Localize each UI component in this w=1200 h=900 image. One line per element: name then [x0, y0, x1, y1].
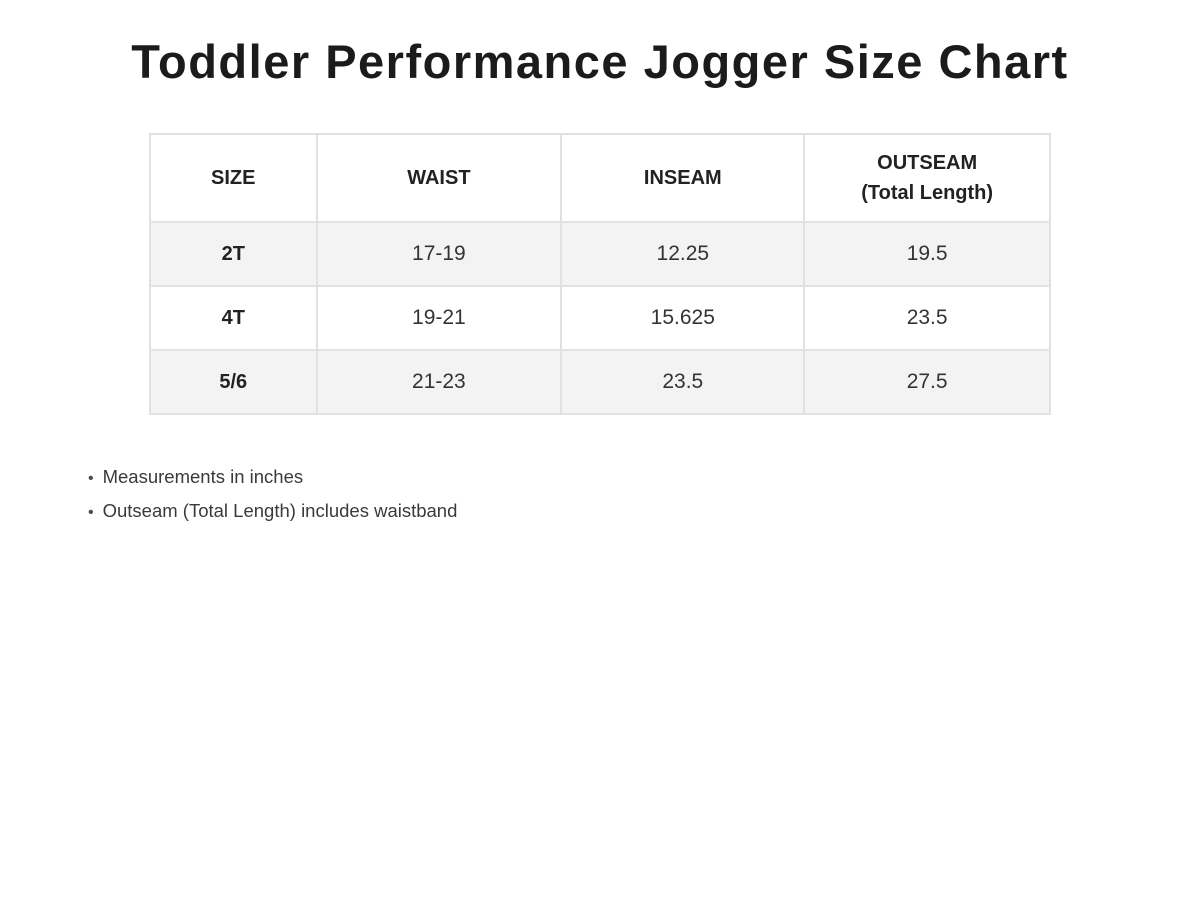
- cell-size: 4T: [149, 285, 318, 351]
- table-row-4t: 4T 19-21 15.625 23.5: [149, 285, 1051, 351]
- note-text: Outseam (Total Length) includes waistban…: [102, 500, 458, 521]
- cell-outseam: 23.5: [803, 285, 1051, 351]
- note-text: Measurements in inches: [102, 466, 304, 487]
- cell-size: 2T: [149, 221, 318, 287]
- bullet-icon: •: [88, 470, 94, 487]
- cell-inseam: 23.5: [560, 349, 806, 415]
- note-item: • Outseam (Total Length) includes waistb…: [88, 495, 1200, 529]
- column-header-outseam-label: OUTSEAM: [877, 152, 978, 174]
- page-title: Toddler Performance Jogger Size Chart: [131, 35, 1069, 88]
- size-chart-table: SIZE WAIST INSEAM OUTSEAM (Total Length)…: [149, 133, 1051, 415]
- column-header-outseam: OUTSEAM (Total Length): [803, 133, 1051, 223]
- table-row-2t: 2T 17-19 12.25 19.5: [149, 221, 1051, 287]
- column-header-inseam: INSEAM: [560, 133, 806, 223]
- cell-inseam: 12.25: [560, 221, 806, 287]
- table-row-5-6: 5/6 21-23 23.5 27.5: [149, 349, 1051, 415]
- column-header-size: SIZE: [149, 133, 318, 223]
- column-header-outseam-sublabel: (Total Length): [861, 182, 994, 204]
- size-chart-page: Toddler Performance Jogger Size Chart SI…: [0, 34, 1200, 900]
- cell-size: 5/6: [149, 349, 318, 415]
- footnotes: • Measurements in inches • Outseam (Tota…: [88, 461, 1200, 529]
- cell-inseam: 15.625: [560, 285, 806, 351]
- cell-outseam: 27.5: [803, 349, 1051, 415]
- cell-waist: 17-19: [315, 221, 563, 287]
- cell-waist: 19-21: [315, 285, 563, 351]
- bullet-icon: •: [88, 504, 94, 521]
- cell-waist: 21-23: [315, 349, 563, 415]
- cell-outseam: 19.5: [803, 221, 1051, 287]
- table-header-row: SIZE WAIST INSEAM OUTSEAM (Total Length): [149, 133, 1051, 223]
- column-header-waist: WAIST: [315, 133, 563, 223]
- note-item: • Measurements in inches: [88, 461, 1200, 495]
